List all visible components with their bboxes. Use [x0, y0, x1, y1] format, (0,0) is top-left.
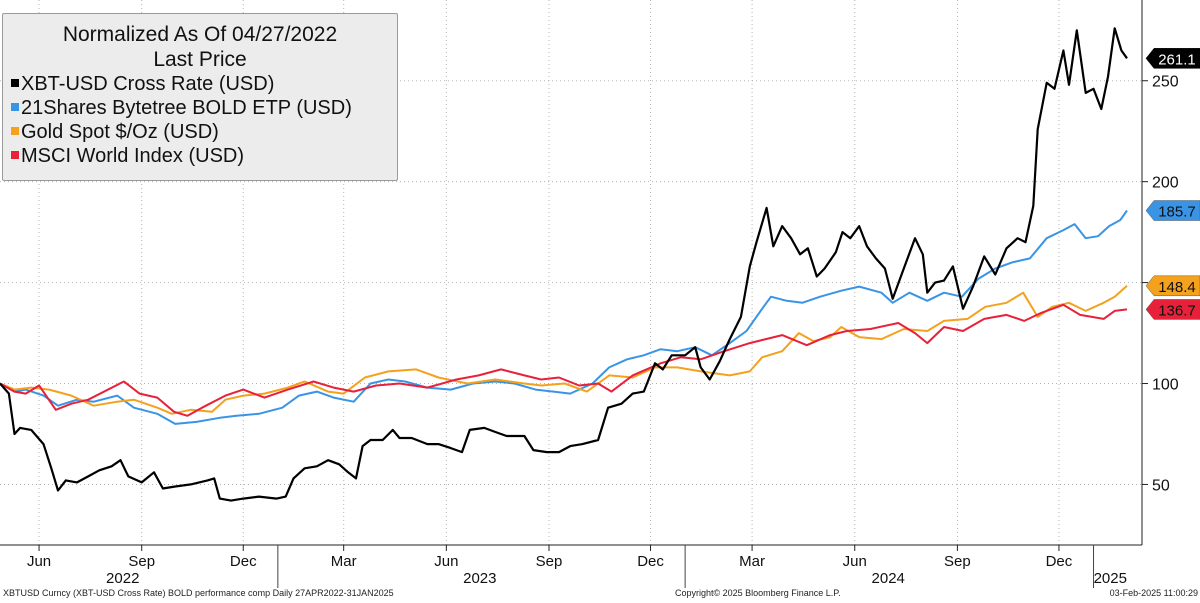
legend-item-gold: Gold Spot $/Oz (USD): [3, 120, 397, 144]
year-label-2022: 2022: [106, 570, 139, 587]
legend-item-msci: MSCI World Index (USD): [3, 144, 397, 168]
x-tick-label-1: Sep: [128, 553, 155, 570]
legend: Normalized As Of 04/27/2022 Last Price X…: [2, 13, 398, 181]
series-line-msci: [0, 303, 1128, 417]
last-value-label-bold: 185.7: [1158, 204, 1196, 221]
x-tick-label-6: Dec: [637, 553, 664, 570]
x-tick-label-7: Mar: [739, 553, 765, 570]
legend-item-bold: 21Shares Bytetree BOLD ETP (USD): [3, 96, 397, 120]
y-tick-label-200: 200: [1152, 175, 1179, 192]
legend-swatch-xbt: [11, 79, 19, 87]
footer-description: XBTUSD Curncy (XBT-USD Cross Rate) BOLD …: [3, 588, 394, 598]
series-line-xbt: [0, 27, 1128, 502]
last-value-label-gold: 148.4: [1158, 279, 1196, 296]
legend-swatch-gold: [11, 127, 19, 135]
y-tick-label-50: 50: [1152, 477, 1170, 494]
last-value-label-xbt: 261.1: [1158, 51, 1196, 68]
legend-label-bold: 21Shares Bytetree BOLD ETP (USD): [21, 97, 352, 119]
year-label-2023: 2023: [463, 570, 496, 587]
chart-subtitle: Last Price: [153, 48, 247, 71]
y-tick-label-100: 100: [1152, 377, 1179, 394]
legend-swatch-bold: [11, 103, 19, 111]
last-value-tag-xbt: [1145, 48, 1200, 69]
legend-label-xbt: XBT-USD Cross Rate (USD): [21, 73, 275, 95]
series-lines: [0, 27, 1128, 502]
x-tick-label-0: Jun: [27, 553, 51, 570]
x-tick-label-5: Sep: [536, 553, 563, 570]
x-tick-label-4: Jun: [434, 553, 458, 570]
year-label-2025: 2025: [1094, 570, 1127, 587]
legend-label-msci: MSCI World Index (USD): [21, 145, 245, 167]
last-value-labels: 261.1 185.7 148.4 136.7: [1145, 48, 1200, 320]
series-line-gold: [0, 285, 1128, 415]
last-value-tag-msci: [1145, 299, 1200, 320]
x-tick-label-8: Jun: [843, 553, 867, 570]
chart-title: Normalized As Of 04/27/2022: [62, 23, 338, 46]
last-value-tag-bold: [1145, 200, 1200, 221]
last-value-tag-gold: [1145, 275, 1200, 297]
year-label-2024: 2024: [872, 570, 905, 587]
footer-copyright: Copyright© 2025 Bloomberg Finance L.P.: [675, 588, 841, 598]
last-value-label-msci: 136.7: [1158, 302, 1196, 319]
legend-swatch-msci: [11, 151, 19, 159]
legend-label-gold: Gold Spot $/Oz (USD): [21, 121, 219, 143]
y-tick-label-250: 250: [1152, 74, 1179, 91]
x-tick-label-9: Sep: [944, 553, 971, 570]
x-tick-label-3: Mar: [331, 553, 357, 570]
grid: [0, 0, 1142, 545]
x-tick-label-10: Dec: [1046, 553, 1073, 570]
series-line-bold: [0, 209, 1128, 425]
legend-item-xbt: XBT-USD Cross Rate (USD): [3, 72, 397, 96]
x-tick-label-2: Dec: [230, 553, 257, 570]
footer-timestamp: 03-Feb-2025 11:00:29: [1109, 588, 1198, 598]
